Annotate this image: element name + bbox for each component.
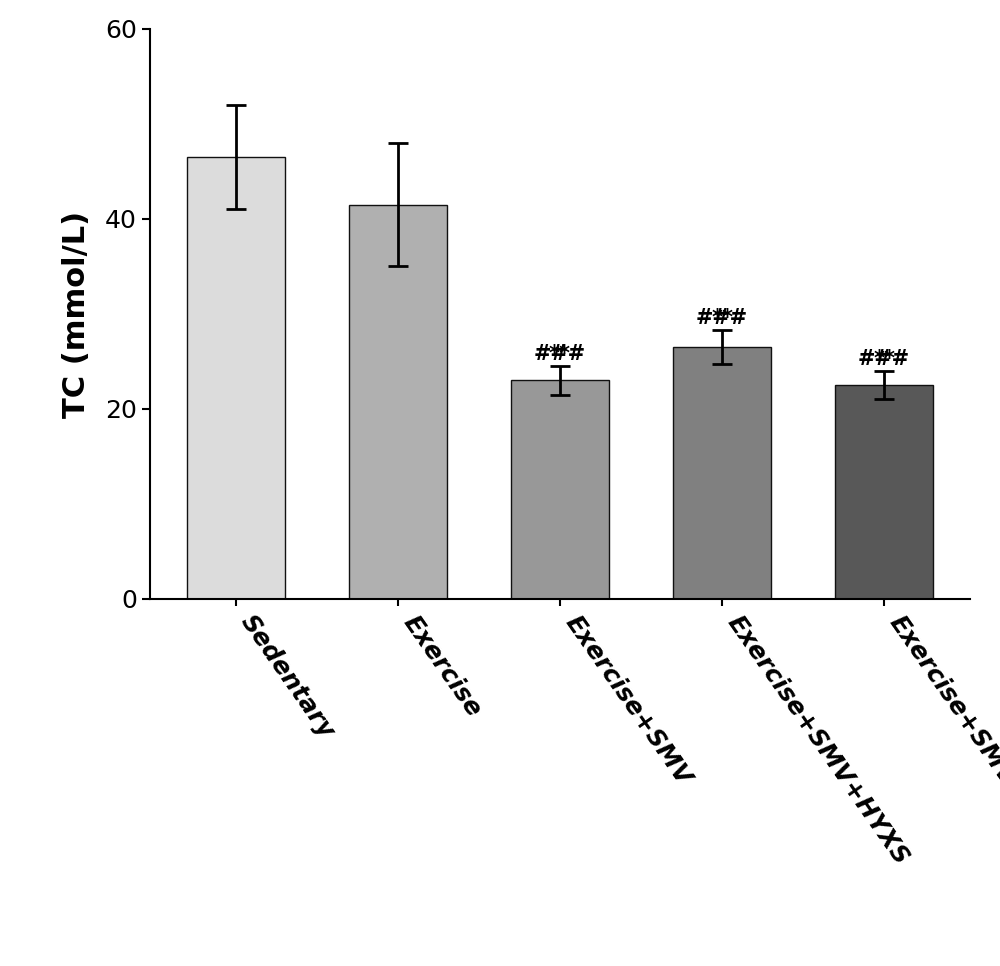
Bar bbox=[835, 385, 933, 599]
Text: ###: ### bbox=[696, 285, 748, 328]
Y-axis label: TC (mmol/L): TC (mmol/L) bbox=[62, 211, 91, 417]
Bar bbox=[673, 347, 771, 599]
Bar bbox=[187, 157, 285, 599]
Text: **: ** bbox=[711, 308, 733, 328]
Text: **: ** bbox=[549, 344, 571, 364]
Bar bbox=[511, 381, 609, 599]
Bar bbox=[349, 205, 447, 599]
Text: ###: ### bbox=[858, 326, 910, 369]
Text: ###: ### bbox=[534, 321, 586, 364]
Text: **: ** bbox=[873, 349, 895, 369]
